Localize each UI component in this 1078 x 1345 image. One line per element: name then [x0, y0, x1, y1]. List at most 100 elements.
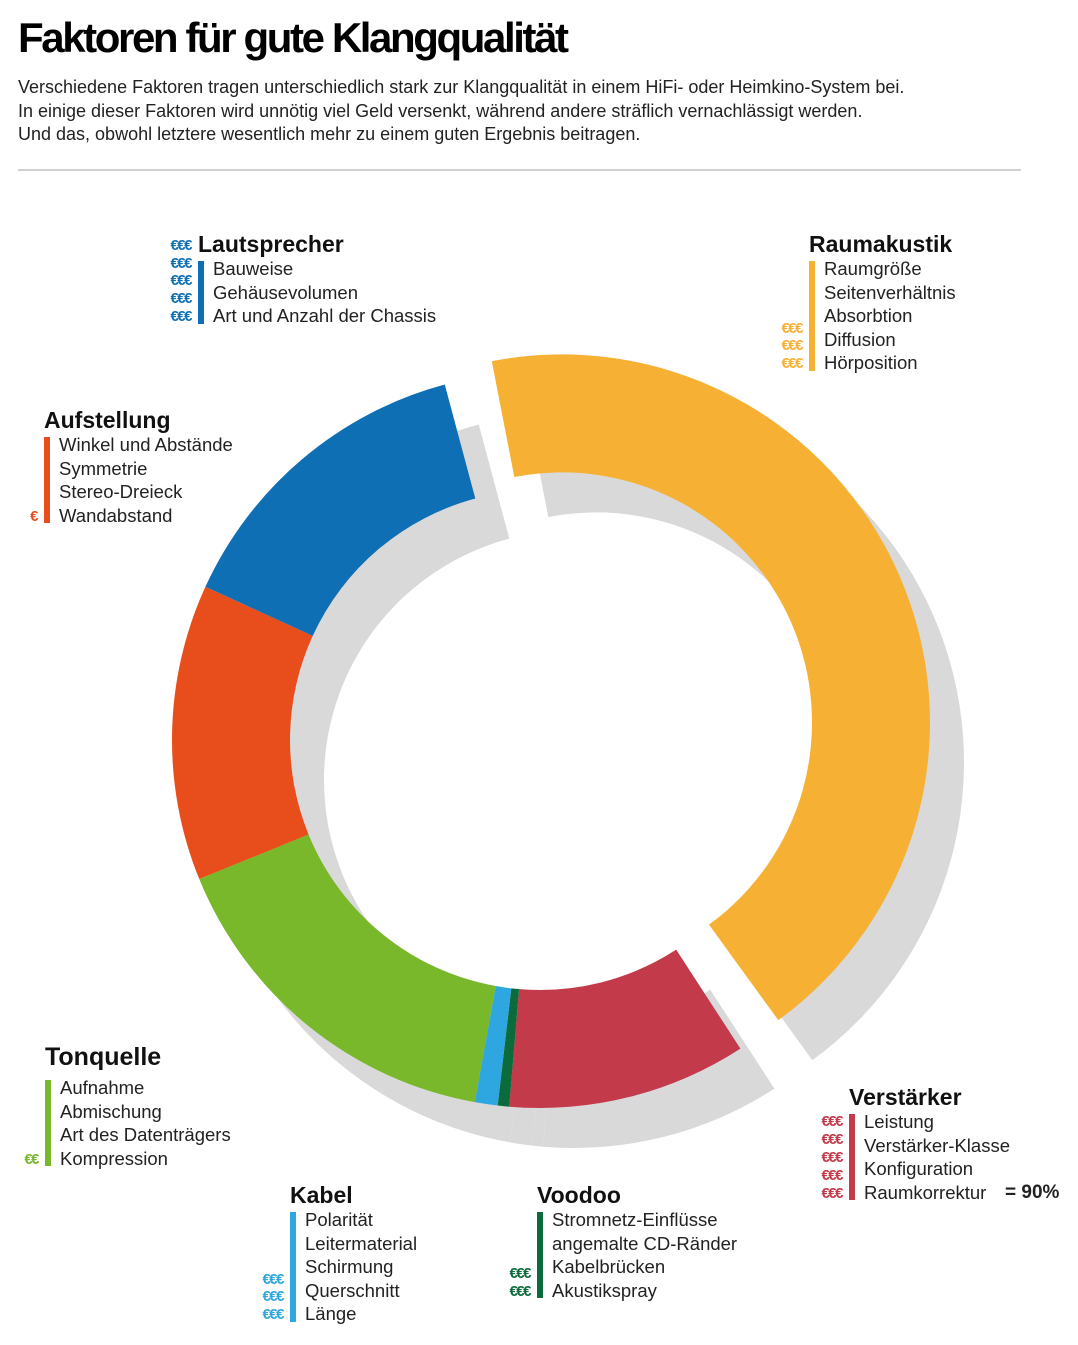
group-title: Verstärker — [849, 1084, 962, 1110]
euro-icon: €€€ — [509, 1282, 531, 1300]
factor-item: Polarität — [305, 1209, 373, 1230]
euro-icon: €€€ — [821, 1148, 843, 1166]
color-bar — [537, 1212, 543, 1299]
group-body: €€€ €€€ €€€ Polarität Leitermaterial Schirmun… — [262, 1208, 418, 1326]
euro-icon: €€ — [24, 1150, 39, 1168]
legend-group-voodoo: Voodoo €€€ €€€ Stromnetz-Einflüsse angemalte… — [509, 1182, 738, 1302]
divider — [18, 169, 1021, 171]
group-title: Aufstellung — [44, 407, 171, 433]
color-bar — [809, 261, 815, 371]
slice-aufstellung — [171, 586, 313, 880]
factor-item: Symmetrie — [59, 457, 148, 479]
factor-item: Abmischung — [60, 1100, 162, 1122]
factor-item: Art und Anzahl der Chassis — [213, 305, 437, 327]
color-bar — [198, 261, 204, 324]
factor-item: Kabelbrücken — [552, 1256, 666, 1278]
group-title: Tonquelle — [45, 1043, 162, 1071]
subtitle-line: In einige dieser Faktoren wird unnötig v… — [18, 100, 863, 121]
legend-group-raumakustik: Raumakustik €€€ €€€ €€€ Raumgröße Seitenverhä… — [781, 231, 956, 375]
factor-item: Raumgröße — [824, 258, 922, 279]
euro-icon: €€€ — [821, 1184, 843, 1202]
group-body: €€€ €€€ €€€ €€€ €€€ Leistung Verstärker-Klasse… — [821, 1110, 1010, 1204]
factor-item: Art des Datenträgers — [60, 1124, 231, 1146]
group-body: € Winkel und Abstände Symmetrie Stereo-Drei… — [30, 433, 233, 527]
factor-item: Kompression — [60, 1147, 168, 1169]
euro-icon: €€€ — [170, 236, 192, 254]
group-title: Lautsprecher — [198, 231, 344, 257]
legend-group-tonquelle: Tonquelle €€ Aufnahme Abmischung Art des Dat… — [24, 1042, 231, 1170]
legend-group-aufstellung: Aufstellung € Winkel und Abstände Symmetrie… — [30, 407, 233, 527]
cost-indicator: €€€ €€€ €€€ €€€ €€€ — [170, 237, 198, 326]
factor-item: Leistung — [864, 1111, 934, 1132]
euro-icon: €€€ — [821, 1166, 843, 1184]
euro-icon: €€€ — [170, 272, 192, 290]
subtitle-line: Und das, obwohl letztere wesentlich mehr… — [18, 124, 641, 144]
factor-item: Länge — [305, 1303, 357, 1325]
factor-item: Bauweise — [213, 258, 294, 279]
slice-voodoo — [497, 988, 520, 1107]
cost-indicator: €€€ €€€ €€€ — [781, 320, 809, 373]
euro-icon: €€€ — [509, 1264, 531, 1282]
page-title: Faktoren für gute Klangqualität — [18, 14, 569, 61]
factor-item: Winkel und Abstände — [59, 434, 233, 455]
factor-item: Gehäusevolumen — [213, 281, 359, 303]
factor-item: angemalte CD-Ränder — [552, 1232, 738, 1254]
legend-group-kabel: Kabel €€€ €€€ €€€ Polarität Leitermaterial Sch… — [262, 1182, 418, 1326]
group-title: Raumakustik — [809, 231, 953, 257]
factor-item: Stereo-Dreieck — [59, 481, 183, 503]
euro-icon: €€€ — [170, 254, 192, 272]
factor-item: Hörposition — [824, 352, 918, 374]
euro-icon: €€€ — [781, 355, 803, 373]
factor-item: Absorbtion — [824, 305, 913, 327]
slice-raumakustik — [491, 354, 931, 1021]
factor-item: Akustikspray — [552, 1279, 657, 1301]
euro-icon: € — [30, 507, 38, 525]
group-title: Voodoo — [537, 1182, 621, 1208]
legend-group-verstaerker: Verstärker €€€ €€€ €€€ €€€ €€€ Leistung Verstär… — [821, 1084, 1010, 1204]
factor-item: Aufnahme — [60, 1077, 145, 1098]
group-body: €€ Aufnahme Abmischung Art des Datenträgers… — [24, 1076, 231, 1170]
euro-icon: €€€ — [821, 1131, 843, 1149]
euro-icon: €€€ — [781, 337, 803, 355]
total-label: = 90% — [1005, 1182, 1060, 1203]
subtitle: Verschiedene Faktoren tragen unterschied… — [18, 76, 904, 147]
group-body: €€€ €€€ €€€ €€€ €€€ Bauweise Gehäusevolumen Art… — [170, 237, 437, 328]
cost-indicator: €€€ €€€ €€€ — [262, 1271, 290, 1324]
factor-item: Schirmung — [305, 1256, 394, 1278]
euro-icon: €€€ — [262, 1270, 284, 1288]
color-bar — [290, 1212, 296, 1322]
legend-group-lautsprecher: Lautsprecher €€€ €€€ €€€ €€€ €€€ Bauweise Gehäu… — [170, 231, 437, 328]
cost-indicator: €€€ €€€ — [509, 1265, 537, 1301]
cost-indicator: € — [30, 508, 44, 526]
euro-icon: €€€ — [170, 290, 192, 308]
factor-item: Leitermaterial — [305, 1232, 418, 1254]
factor-item: Verstärker-Klasse — [864, 1134, 1010, 1156]
group-body: €€€ €€€ Stromnetz-Einflüsse angemalte CD-Rä… — [509, 1208, 738, 1302]
slice-tonquelle — [199, 834, 496, 1103]
color-bar — [45, 1080, 51, 1167]
subtitle-line: Verschiedene Faktoren tragen unterschied… — [18, 77, 905, 97]
slice-lautsprecher — [205, 384, 476, 636]
factor-item: Stromnetz-Einflüsse — [552, 1209, 718, 1230]
factor-item: Diffusion — [824, 328, 896, 350]
euro-icon: €€€ — [262, 1306, 284, 1324]
euro-icon: €€€ — [170, 307, 192, 325]
group-body: €€€ €€€ €€€ Raumgröße Seitenverhältnis Absorb… — [781, 257, 956, 375]
factor-item: Querschnitt — [305, 1279, 400, 1301]
factor-item: Wandabstand — [59, 504, 173, 526]
factor-item: Konfiguration — [864, 1158, 974, 1180]
slice-kabel — [474, 986, 512, 1106]
euro-icon: €€€ — [821, 1113, 843, 1131]
group-title: Kabel — [290, 1182, 353, 1208]
factor-item: Seitenverhältnis — [824, 281, 956, 303]
slice-verstärker — [509, 949, 741, 1108]
cost-indicator: €€€ €€€ €€€ €€€ €€€ — [821, 1113, 849, 1202]
cost-indicator: €€ — [24, 1151, 45, 1169]
euro-icon: €€€ — [781, 319, 803, 337]
color-bar — [849, 1114, 855, 1201]
euro-icon: €€€ — [262, 1288, 284, 1306]
factor-item: Raumkorrektur — [864, 1181, 987, 1203]
color-bar — [44, 437, 50, 524]
